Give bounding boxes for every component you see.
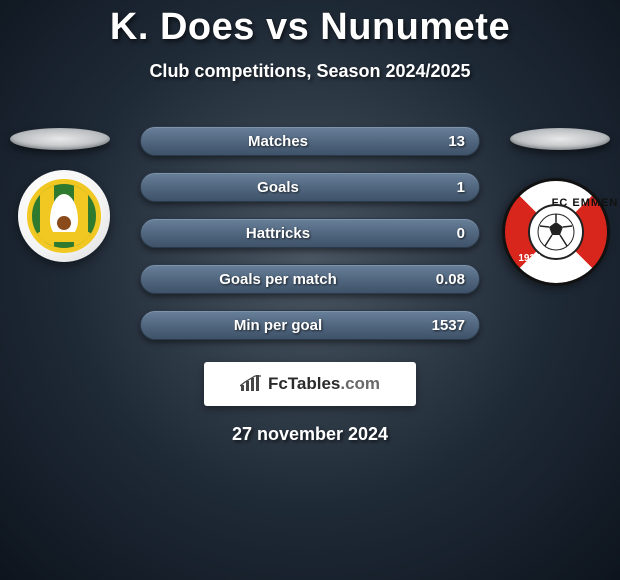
subtitle: Club competitions, Season 2024/2025 [0, 61, 620, 82]
stat-value: 1 [415, 179, 465, 196]
stat-label: Goals per match [141, 271, 415, 288]
page-title: K. Does vs Nunumete [0, 0, 620, 49]
stat-label: Hattricks [141, 225, 415, 242]
club-badge-fc-emmen: FC EMMEN 1925 [502, 178, 602, 278]
player-halo-left [10, 128, 110, 150]
stat-row: Hattricks 0 [140, 218, 480, 248]
stat-row: Goals per match 0.08 [140, 264, 480, 294]
stat-value: 1537 [415, 317, 465, 334]
stat-value: 0.08 [415, 271, 465, 288]
stat-row: Goals 1 [140, 172, 480, 202]
stat-row: Min per goal 1537 [140, 310, 480, 340]
stat-label: Min per goal [141, 317, 415, 334]
bar-chart-icon [240, 375, 262, 393]
stat-value: 0 [415, 225, 465, 242]
stat-label: Goals [141, 179, 415, 196]
club-year-fc-emmen: 1925 [518, 253, 540, 264]
stat-value: 13 [415, 133, 465, 150]
brand-name: FcTables.com [268, 374, 380, 394]
date-text: 27 november 2024 [0, 424, 620, 445]
stat-row: Matches 13 [140, 126, 480, 156]
player-halo-right [510, 128, 610, 150]
football-icon [528, 204, 584, 260]
club-badge-ado-den-haag [18, 170, 118, 270]
brand-box: FcTables.com [204, 362, 416, 406]
stat-label: Matches [141, 133, 415, 150]
